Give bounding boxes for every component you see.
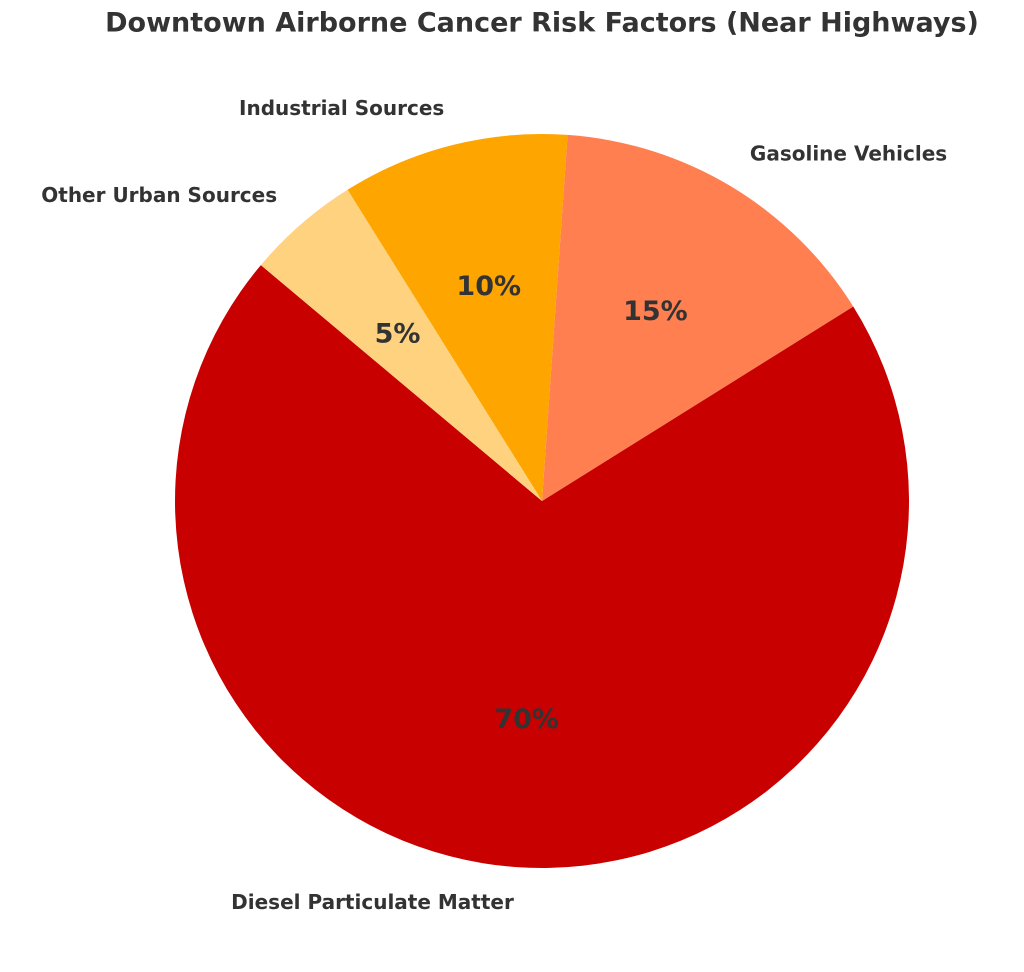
value-label: 70% — [494, 704, 559, 735]
pie-slice — [175, 265, 910, 869]
chart-title: Downtown Airborne Cancer Risk Factors (N… — [105, 8, 979, 39]
slice-label: Industrial Sources — [239, 96, 444, 120]
slice-label: Other Urban Sources — [41, 183, 277, 207]
pie-slice — [347, 134, 568, 501]
slice-label: Diesel Particulate Matter — [231, 890, 514, 914]
value-label: 5% — [375, 318, 421, 349]
pie-slice — [542, 134, 854, 502]
value-label: 15% — [623, 296, 688, 327]
slice-label: Gasoline Vehicles — [750, 141, 947, 165]
pie-slice — [260, 189, 542, 501]
value-label: 10% — [456, 271, 521, 302]
